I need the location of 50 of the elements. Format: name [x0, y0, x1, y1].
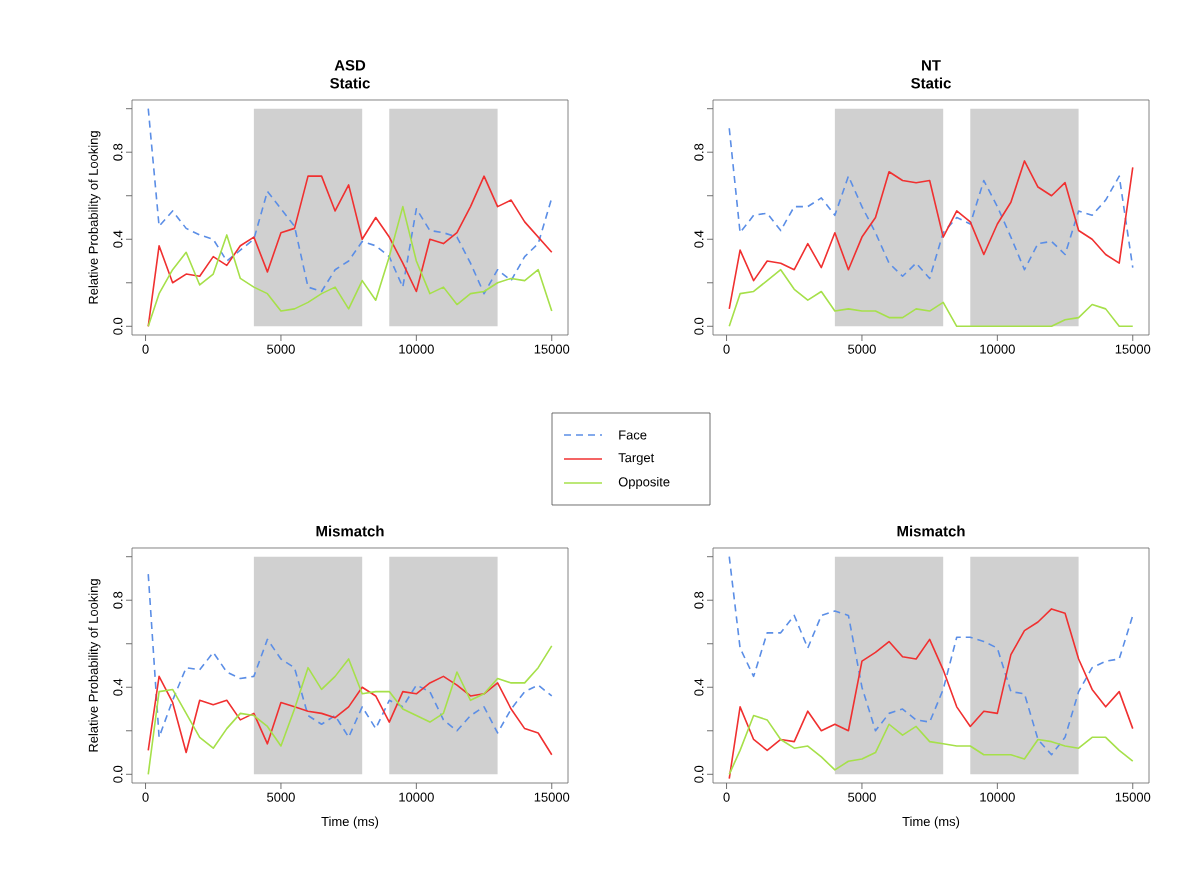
y-tick-label: 0.8 [113, 143, 123, 161]
line-series [728, 127, 1134, 280]
line-series [728, 555, 1134, 756]
y-tick-label: 0.4 [694, 230, 704, 248]
y-tick-label: 0.0 [113, 317, 123, 335]
chart-title: Mismatch [316, 525, 384, 537]
x-tick-label: 10000 [399, 792, 434, 802]
chart-title: NT [922, 60, 941, 71]
y-tick-label: 0.4 [113, 230, 123, 248]
x-tick-label: 0 [142, 344, 149, 354]
legend-label: Opposite [618, 476, 670, 490]
x-tick-label: 5000 [848, 792, 876, 802]
y-tick-label: 0.0 [694, 765, 704, 783]
y-axis-title: Relative Probability of Looking [88, 579, 101, 752]
x-tick-label: 5000 [848, 344, 876, 354]
line-series [147, 675, 553, 756]
y-tick-label: 0.4 [113, 678, 123, 696]
y-axis-title: Relative Probability of Looking [88, 131, 101, 304]
x-tick-label: 0 [723, 792, 730, 802]
x-tick-label: 0 [723, 344, 730, 354]
line-series [728, 608, 1134, 780]
x-axis-title: Time (ms) [902, 816, 960, 829]
y-tick-label: 0.8 [694, 143, 704, 161]
y-tick-label: 0.0 [694, 317, 704, 335]
x-tick-label: 15000 [1115, 792, 1151, 802]
y-tick-label: 0.0 [113, 765, 123, 783]
line-series [147, 107, 553, 295]
x-tick-label: 5000 [267, 344, 295, 354]
x-tick-label: 10000 [980, 792, 1015, 802]
x-tick-label: 10000 [980, 344, 1015, 354]
x-axis-title: Time (ms) [321, 816, 379, 829]
y-tick-label: 0.4 [694, 678, 704, 696]
legend-label: Target [618, 453, 655, 465]
chart-title: ASD [334, 59, 366, 71]
x-tick-label: 0 [142, 792, 149, 802]
line-series [147, 645, 553, 776]
x-tick-label: 15000 [534, 344, 570, 354]
chart-subtitle: Static [330, 77, 370, 89]
x-tick-label: 15000 [1115, 344, 1151, 354]
chart-subtitle: Static [911, 77, 951, 89]
y-tick-label: 0.8 [113, 591, 123, 609]
y-tick-label: 0.8 [694, 591, 704, 609]
x-tick-label: 15000 [534, 792, 570, 802]
x-tick-label: 5000 [267, 792, 295, 802]
line-series [728, 160, 1134, 310]
legend-label: Face [619, 430, 647, 440]
x-tick-label: 10000 [399, 344, 434, 354]
line-series [147, 573, 553, 739]
chart-title: Mismatch [897, 525, 965, 537]
line-series [147, 205, 553, 328]
